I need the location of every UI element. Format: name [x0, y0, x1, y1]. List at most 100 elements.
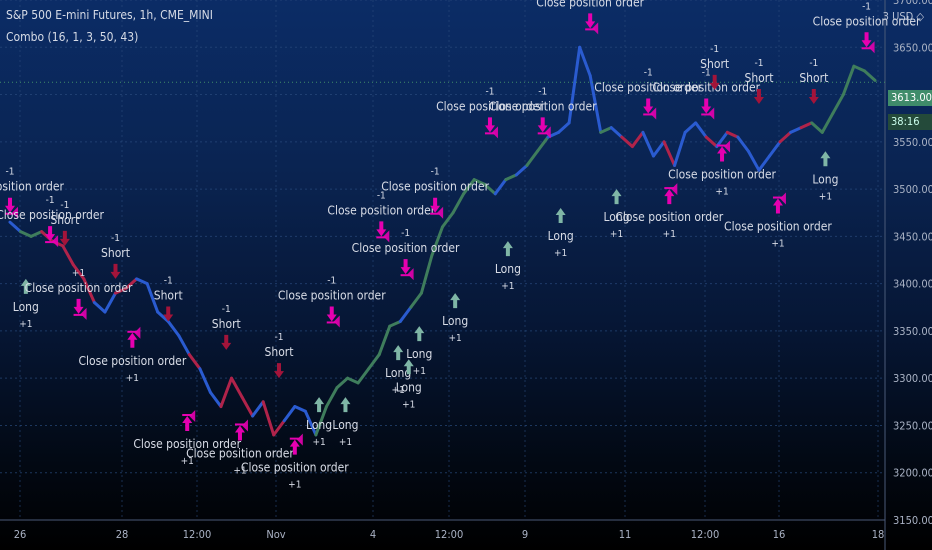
price-segment	[673, 130, 687, 167]
price-segment	[609, 126, 624, 139]
price-segment	[462, 178, 476, 196]
price-segment	[29, 230, 44, 238]
price-segment	[145, 282, 160, 314]
price-segment	[430, 225, 444, 257]
price-segment	[335, 376, 350, 390]
long-arrow-icon	[20, 278, 31, 294]
close-qty: +1	[181, 456, 194, 467]
price-segment	[441, 211, 455, 229]
price-segment	[683, 121, 698, 134]
close-arrow-icon	[430, 197, 441, 213]
price-segment	[177, 334, 191, 357]
price-segment	[367, 353, 381, 371]
side-marker-icon	[779, 192, 786, 205]
y-tick-label: 3200.00	[893, 467, 932, 480]
y-tick-label: 3450.00	[893, 230, 932, 243]
close-arrow-icon	[234, 425, 245, 441]
price-segment	[715, 130, 729, 149]
short-qty: -1	[754, 58, 763, 69]
close-arrow-icon	[772, 198, 783, 214]
short-arrow-icon	[221, 334, 232, 350]
price-segment	[736, 135, 750, 153]
close-arrow-icon	[701, 98, 712, 114]
price-segment	[841, 64, 856, 97]
x-tick-label: 12:00	[691, 528, 720, 541]
price-segment	[831, 93, 845, 115]
close-label: Close position order	[594, 80, 702, 94]
close-qty: +1	[663, 229, 676, 240]
long-label: Long	[385, 366, 411, 380]
short-arrow-icon	[808, 89, 819, 104]
side-marker-icon	[671, 183, 678, 196]
close-label: Close position order	[0, 180, 64, 194]
close-qty: -1	[538, 86, 547, 97]
price-segment	[768, 140, 782, 158]
short-arrow-icon	[273, 363, 284, 379]
price-segment	[377, 324, 392, 357]
x-tick-label: Nov	[266, 528, 285, 541]
close-qty: -1	[377, 190, 386, 201]
price-segment	[187, 353, 202, 371]
price-segment	[356, 367, 371, 385]
price-segment	[862, 69, 877, 82]
long-qty: +1	[392, 385, 405, 396]
long-label: Long	[306, 418, 332, 432]
price-segment	[156, 310, 170, 323]
long-qty: +1	[339, 437, 352, 448]
price-segment	[472, 178, 487, 186]
price-segment	[261, 400, 276, 437]
short-label: Short	[700, 57, 729, 71]
price-segment	[588, 74, 603, 134]
price-segment	[483, 182, 497, 196]
short-arrow-icon	[110, 263, 121, 279]
long-arrow-icon	[820, 151, 831, 167]
short-label: Short	[50, 213, 79, 227]
indicator-title[interactable]: Combo (16, 1, 3, 50, 43)	[6, 30, 139, 44]
currency-label[interactable]: 3 USD ◇	[882, 10, 924, 23]
side-marker-icon	[437, 206, 444, 219]
close-label: Close position order	[186, 446, 294, 460]
y-tick-label: 3300.00	[893, 372, 932, 385]
close-label: Close position order	[436, 99, 544, 113]
long-qty: +1	[19, 319, 32, 330]
price-segment	[789, 126, 803, 134]
close-qty: -1	[6, 167, 15, 178]
close-arrow-icon	[182, 416, 193, 431]
symbol-title[interactable]: S&P 500 E-mini Futures, 1h, CME_MINI	[6, 8, 213, 22]
price-segment	[620, 135, 634, 149]
close-arrow-icon	[5, 197, 15, 213]
side-marker-icon	[333, 315, 340, 328]
close-arrow-icon	[717, 146, 728, 162]
price-segment	[725, 130, 740, 139]
close-arrow-icon	[664, 189, 675, 205]
short-qty: -1	[710, 44, 719, 55]
close-label: Close position order	[536, 0, 644, 9]
price-segment	[219, 376, 234, 409]
x-tick-label: 28	[116, 528, 129, 541]
short-label: Short	[744, 71, 773, 85]
price-segment	[230, 376, 244, 399]
long-label: Long	[406, 347, 432, 361]
price-segment	[166, 319, 181, 338]
price-segment	[208, 390, 223, 409]
close-label: Close position order	[352, 241, 460, 255]
long-label: Long	[13, 300, 39, 314]
short-label: Short	[101, 246, 130, 260]
side-marker-icon	[544, 126, 551, 139]
y-tick-label: 3650.00	[893, 41, 932, 54]
side-marker-icon	[241, 419, 248, 432]
y-tick-label: 3150.00	[893, 514, 932, 527]
close-qty: -1	[327, 275, 336, 286]
price-segment	[704, 135, 719, 149]
long-label: Long	[442, 314, 468, 328]
long-qty: +1	[402, 399, 415, 410]
side-marker-icon	[296, 433, 303, 446]
price-segment	[198, 367, 212, 394]
close-arrow-icon	[484, 117, 495, 133]
y-tick-label: 3400.00	[893, 278, 932, 291]
price-segment	[324, 386, 339, 409]
close-label: Close position order	[724, 220, 832, 234]
long-qty: +1	[413, 366, 426, 377]
